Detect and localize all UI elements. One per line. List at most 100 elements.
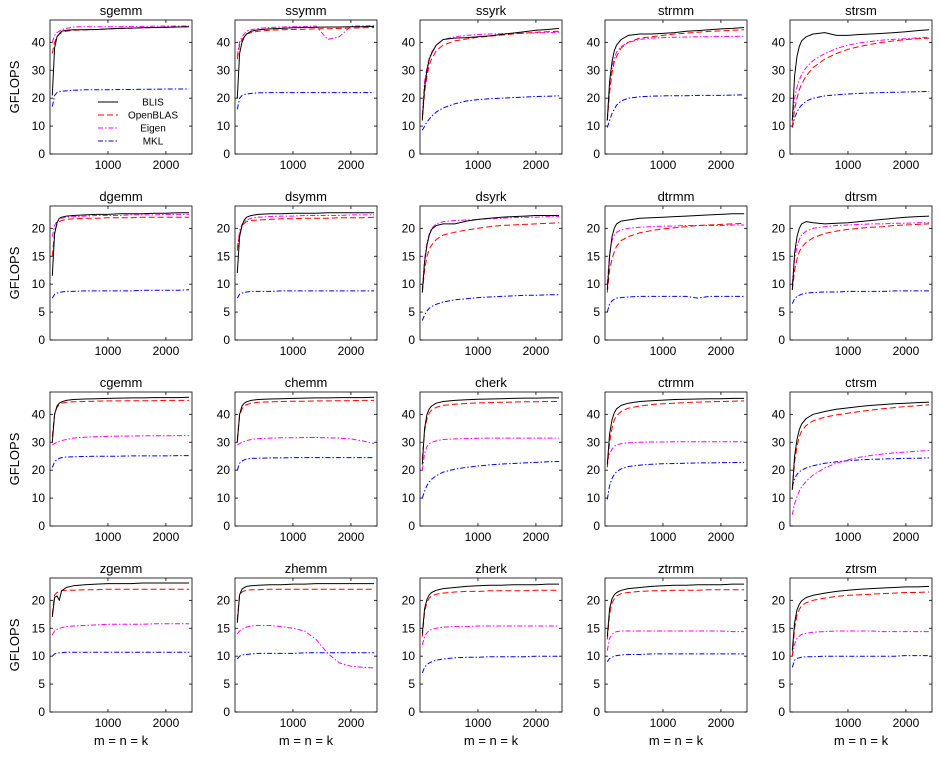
series-line-mkl — [51, 289, 190, 299]
y-tick-label: 15 — [402, 621, 416, 635]
panel-dsyrk: dsyrk 0 5 10 15 20 1000 2000 — [402, 189, 563, 358]
plot-frame — [419, 577, 563, 713]
x-tick-label: 2000 — [708, 158, 735, 172]
series-line-openblas — [236, 399, 375, 440]
plot-frame — [419, 391, 563, 527]
series-line-blis — [51, 396, 190, 443]
panel-title: cherk — [475, 375, 507, 390]
series-line-mkl — [606, 94, 745, 128]
plot-frame — [49, 205, 193, 341]
panel-strsm: strsm 0 10 20 30 40 1000 2000 — [772, 3, 933, 172]
x-tick-label: 2000 — [708, 344, 735, 358]
y-tick-label: 20 — [587, 91, 601, 105]
series-line-openblas — [236, 27, 375, 60]
series-line-mkl — [236, 92, 375, 110]
series-line-openblas — [51, 216, 190, 257]
y-tick-label: 20 — [587, 463, 601, 477]
panel-title: zhemm — [285, 561, 328, 576]
y-tick-label: 30 — [587, 435, 601, 449]
y-tick-label: 0 — [38, 519, 45, 533]
series-line-eigen — [236, 25, 375, 57]
panel-title: zherk — [475, 561, 507, 576]
panel-title: zgemm — [100, 561, 143, 576]
x-tick-label: 2000 — [523, 344, 550, 358]
y-tick-label: 0 — [408, 519, 415, 533]
series-line-openblas — [51, 588, 190, 615]
y-tick-label: 0 — [778, 333, 785, 347]
series-line-openblas — [791, 223, 930, 290]
series-line-eigen — [236, 625, 375, 669]
y-tick-label: 20 — [217, 463, 231, 477]
panel-title: ssymm — [285, 3, 326, 18]
series-line-eigen — [237, 437, 375, 446]
x-tick-label: 1000 — [95, 344, 122, 358]
y-tick-label: 15 — [402, 249, 416, 263]
y-tick-label: 40 — [402, 407, 416, 421]
y-tick-label: 20 — [32, 593, 46, 607]
plot-frame — [789, 19, 933, 155]
series-line-blis — [421, 27, 560, 121]
panel-strmm: strmm 0 10 20 30 40 1000 2000 — [587, 3, 748, 172]
y-tick-label: 20 — [402, 91, 416, 105]
y-tick-label: 40 — [587, 35, 601, 49]
series-line-mkl — [791, 91, 930, 128]
series-line-openblas — [421, 401, 560, 460]
x-tick-label: 1000 — [835, 716, 862, 730]
legend-label-openblas: OpenBLAS — [128, 111, 178, 122]
x-tick-label: 2000 — [893, 158, 920, 172]
y-tick-label: 5 — [593, 677, 600, 691]
y-tick-label: 20 — [217, 593, 231, 607]
y-tick-label: 5 — [38, 677, 45, 691]
x-tick-label: 2000 — [338, 530, 365, 544]
x-axis-label: m = n = k — [94, 733, 149, 748]
panel-title: ssyrk — [476, 3, 507, 18]
y-tick-label: 20 — [587, 593, 601, 607]
series-line-openblas — [606, 589, 745, 640]
series-line-eigen — [421, 216, 560, 290]
panel-title: dgemm — [99, 189, 142, 204]
legend-label-mkl: MKL — [143, 137, 164, 148]
series-line-mkl — [421, 95, 560, 131]
x-tick-label: 1000 — [465, 344, 492, 358]
y-tick-label: 0 — [593, 333, 600, 347]
y-tick-label: 10 — [402, 277, 416, 291]
y-tick-label: 10 — [587, 277, 601, 291]
y-tick-label: 5 — [778, 677, 785, 691]
series-line-blis — [791, 215, 930, 290]
y-tick-label: 15 — [32, 249, 46, 263]
plot-frame — [49, 577, 193, 713]
series-line-eigen — [421, 625, 560, 646]
y-tick-label: 10 — [402, 119, 416, 133]
legend: BLIS OpenBLAS Eigen MKL — [98, 98, 178, 148]
y-tick-label: 20 — [217, 91, 231, 105]
x-tick-label: 1000 — [650, 530, 677, 544]
y-tick-label: 10 — [772, 649, 786, 663]
series-line-openblas — [791, 404, 930, 490]
y-tick-label: 10 — [32, 119, 46, 133]
series-line-eigen — [51, 25, 190, 43]
series-line-mkl — [51, 88, 190, 107]
panel-title: ctrsm — [845, 375, 877, 390]
panel-ssymm: ssymm 0 10 20 30 40 1000 2000 — [217, 3, 378, 172]
plot-frame — [49, 19, 193, 155]
y-tick-label: 0 — [223, 333, 230, 347]
y-tick-label: 5 — [778, 305, 785, 319]
y-tick-label: 10 — [402, 491, 416, 505]
plot-frame — [234, 205, 378, 341]
series-line-eigen — [52, 435, 190, 446]
y-tick-label: 0 — [408, 333, 415, 347]
series-line-eigen — [51, 623, 190, 636]
y-tick-label: 5 — [408, 677, 415, 691]
x-tick-label: 2000 — [523, 158, 550, 172]
x-tick-label: 1000 — [465, 716, 492, 730]
series-line-mkl — [236, 457, 375, 471]
series-line-openblas — [421, 589, 560, 637]
series-line-openblas — [606, 29, 745, 121]
plot-frame — [234, 391, 378, 527]
series-line-openblas — [791, 37, 930, 127]
x-axis-label: m = n = k — [279, 733, 334, 748]
y-tick-label: 10 — [217, 119, 231, 133]
panel-zherk: zherk 0 5 10 15 20 1000 2000 m = n = k — [402, 561, 563, 748]
y-tick-label: 15 — [217, 249, 231, 263]
